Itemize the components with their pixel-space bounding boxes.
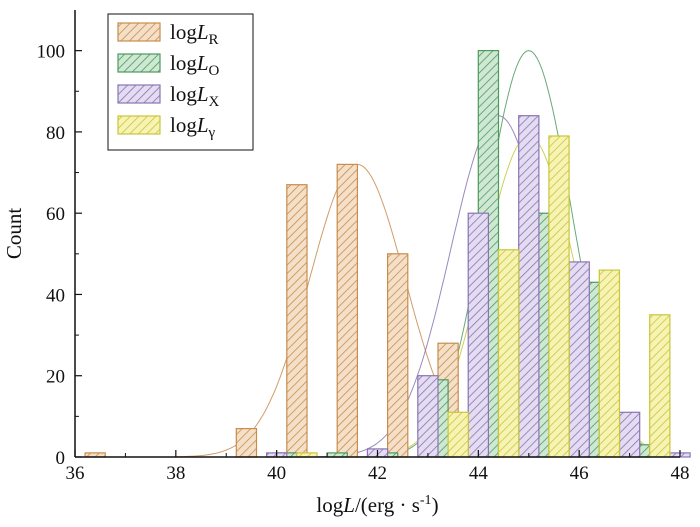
y-tick-label: 100 [37, 42, 66, 63]
bar-2-4 [518, 115, 540, 458]
x-tick-label: 46 [570, 463, 589, 484]
x-tick-label: 36 [66, 463, 85, 484]
y-tick-label: 0 [56, 448, 66, 469]
bar-0-4 [387, 253, 409, 458]
x-axis-title: logL/(erg · s-1) [316, 493, 438, 517]
legend-swatch-0 [117, 22, 161, 42]
bar-0-1 [235, 428, 258, 458]
bar-3-4 [598, 269, 621, 458]
legend-label-3: logLγ [170, 113, 216, 141]
bar-2-6 [618, 411, 641, 458]
axes: 36 38 40 42 44 46 48 0 20 40 60 80 100 Count logL/(erg… [2, 10, 690, 517]
legend-swatch-1 [117, 53, 161, 73]
bar-2-3 [467, 212, 490, 458]
bar-3-2 [497, 249, 520, 458]
bar-2-5 [568, 261, 590, 458]
bar-3-3 [548, 135, 570, 458]
legend-label-1: logLO [170, 51, 220, 79]
y-axis-title: Count [2, 208, 26, 260]
legend-swatch-3 [117, 115, 161, 135]
x-tick-label: 48 [671, 463, 690, 484]
bar-2-2 [417, 375, 439, 458]
x-tick-label: 44 [469, 463, 489, 484]
y-tick-label: 80 [46, 123, 65, 144]
x-tick-label: 42 [368, 463, 387, 484]
legend-swatch-2 [117, 84, 161, 104]
bar-0-3 [336, 163, 359, 458]
histogram-bars [84, 49, 691, 458]
bar-3-1 [447, 411, 469, 458]
y-tick-label: 20 [46, 367, 65, 388]
y-tick-label: 60 [46, 204, 65, 225]
x-tick-label: 38 [166, 463, 185, 484]
legend: logLR logLO logLX logLγ [107, 13, 254, 151]
bar-3-5 [649, 314, 671, 458]
legend-label-0: logLR [170, 20, 219, 48]
y-tick-label: 40 [46, 285, 65, 306]
bar-0-2 [286, 184, 308, 458]
x-tick-label: 40 [267, 463, 286, 484]
legend-label-2: logLX [170, 82, 220, 110]
